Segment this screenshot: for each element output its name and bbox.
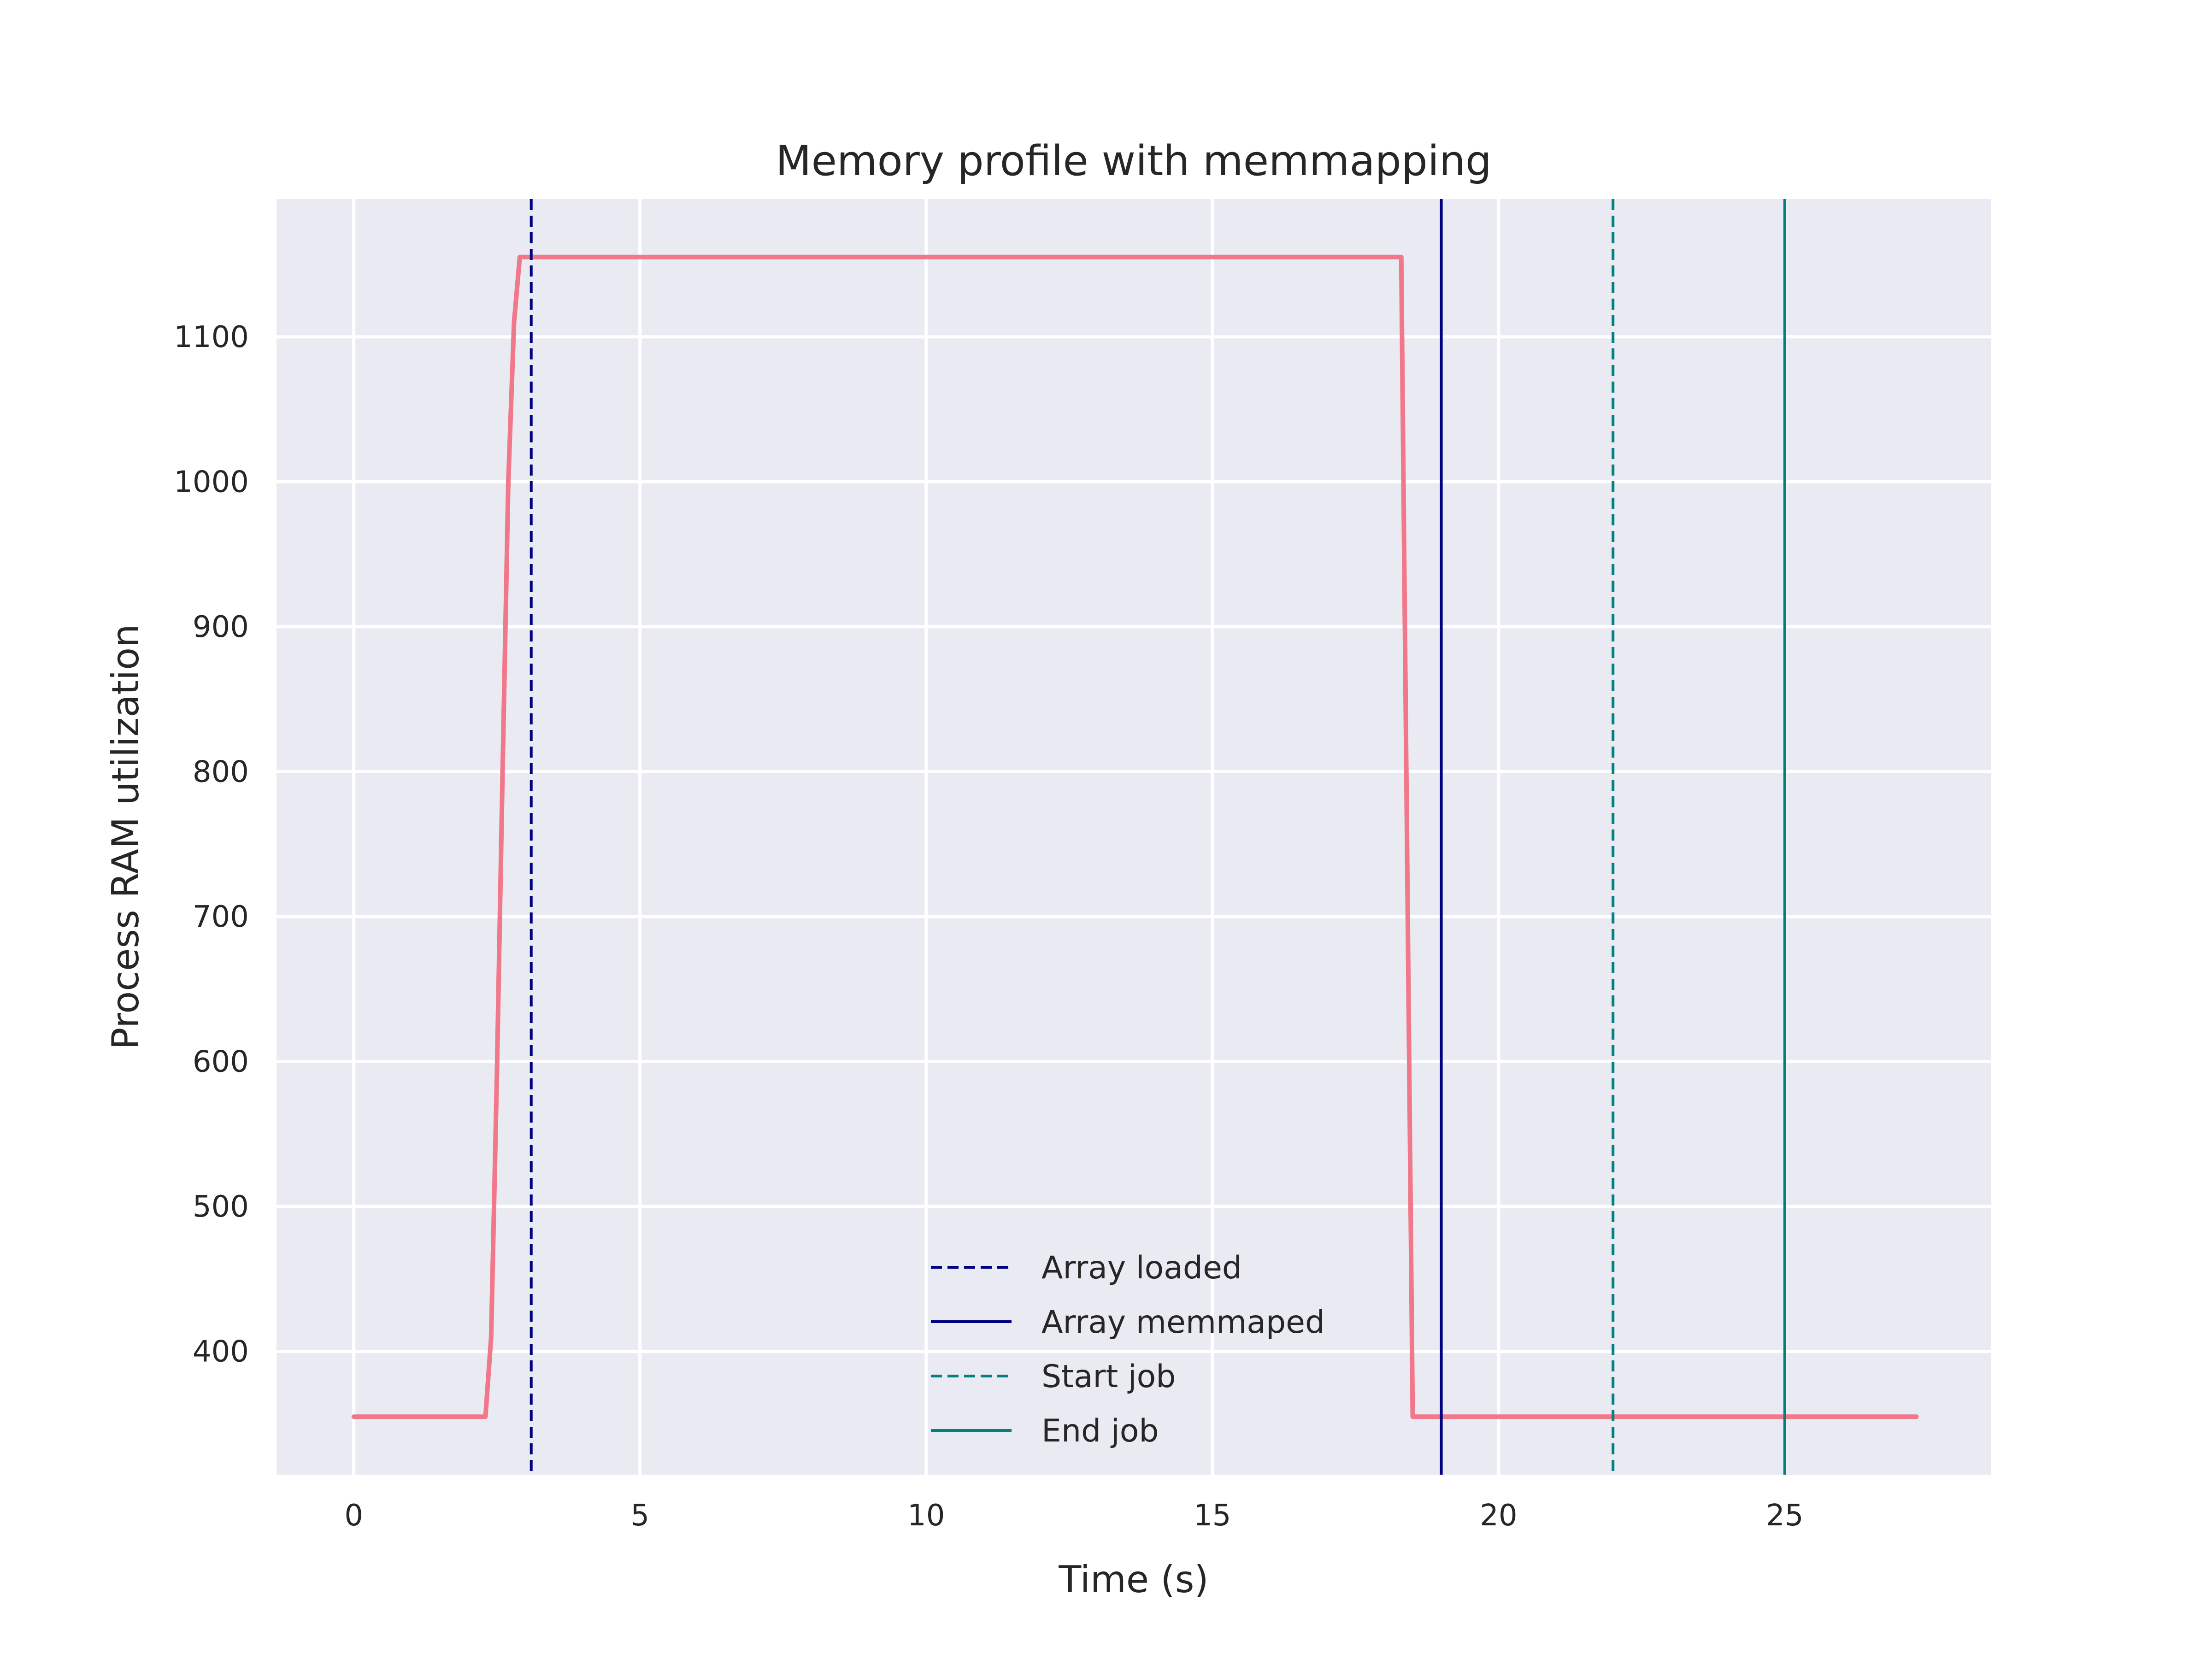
legend-label: Array loaded xyxy=(1041,1250,1242,1286)
series-line xyxy=(351,254,1919,1419)
legend-label: Start job xyxy=(1041,1359,1176,1395)
x-tick-label: 10 xyxy=(907,1499,945,1533)
x-tick-labels: 0 5 10 15 20 25 xyxy=(344,1499,1803,1533)
x-tick-label: 15 xyxy=(1194,1499,1231,1533)
x-tick-label: 20 xyxy=(1480,1499,1517,1533)
x-tick-label: 5 xyxy=(630,1499,649,1533)
x-tick-label: 25 xyxy=(1766,1499,1803,1533)
chart-title: Memory profile with memmapping xyxy=(776,137,1492,185)
legend-label: Array memmaped xyxy=(1041,1304,1325,1341)
reference-lines xyxy=(529,199,1786,1475)
y-tick-label: 1100 xyxy=(174,320,249,354)
y-tick-label: 400 xyxy=(193,1335,249,1369)
plot-area xyxy=(276,199,1991,1475)
legend: Array loaded Array memmaped Start job End j… xyxy=(931,1250,1325,1449)
legend-label: End job xyxy=(1041,1413,1159,1449)
y-tick-labels: 400 500 600 700 800 900 1000 1100 xyxy=(174,320,249,1369)
x-axis-label: Time (s) xyxy=(1058,1558,1208,1601)
x-tick-label: 0 xyxy=(344,1499,363,1533)
y-tick-label: 800 xyxy=(193,755,249,789)
y-tick-label: 500 xyxy=(193,1190,249,1224)
y-tick-label: 1000 xyxy=(174,465,249,499)
y-axis-label: Process RAM utilization xyxy=(104,624,147,1049)
series-layer xyxy=(351,254,1919,1419)
y-tick-label: 700 xyxy=(193,900,249,934)
y-tick-label: 600 xyxy=(193,1045,249,1079)
y-tick-label: 900 xyxy=(193,610,249,644)
